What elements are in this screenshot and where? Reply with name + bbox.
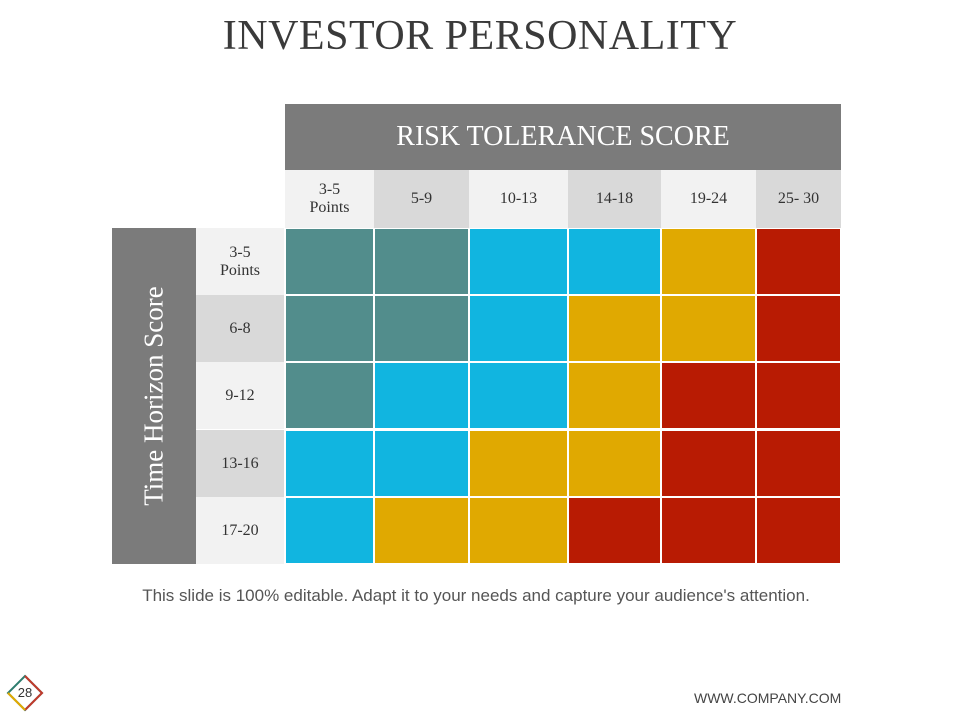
matrix-cell	[661, 295, 756, 362]
matrix-cell	[285, 228, 374, 295]
matrix-cell	[285, 362, 374, 429]
matrix-cell	[469, 228, 568, 295]
matrix-cell	[374, 430, 469, 497]
column-header: 10-13	[469, 170, 568, 228]
row-header: 3-5 Points	[196, 228, 284, 295]
row-header-line2: Points	[219, 261, 260, 279]
column-header: 19-24	[661, 170, 756, 228]
matrix-cell	[469, 362, 568, 429]
page-number-badge-icon	[6, 674, 44, 712]
row-header-line1: 6-8	[229, 319, 251, 337]
matrix-cell	[568, 295, 661, 362]
matrix-cell	[374, 362, 469, 429]
matrix-cell	[374, 228, 469, 295]
matrix-cell	[568, 497, 661, 564]
row-header: 9-12	[196, 362, 284, 429]
column-header: 3-5 Points	[285, 170, 374, 228]
row-header-line1: 13-16	[221, 454, 259, 472]
matrix-cell	[469, 295, 568, 362]
matrix-cell	[568, 430, 661, 497]
col-header-line1: 25- 30	[777, 190, 820, 207]
matrix-cell	[756, 228, 841, 295]
column-header: 25- 30	[756, 170, 841, 228]
col-header-line1: 5-9	[410, 190, 433, 207]
matrix-cell	[661, 228, 756, 295]
row-header: 6-8	[196, 295, 284, 362]
time-horizon-label: Time Horizon Score	[138, 286, 169, 506]
time-horizon-header: Time Horizon Score	[112, 228, 196, 564]
matrix-cell	[568, 362, 661, 429]
matrix-cell	[285, 295, 374, 362]
column-header: 14-18	[568, 170, 661, 228]
row-header-line1: 3-5	[229, 243, 251, 261]
col-header-line1: 19-24	[689, 190, 728, 207]
col-header-line1: 10-13	[499, 190, 538, 207]
row-header-line1: 17-20	[221, 521, 259, 539]
row-header: 13-16	[196, 430, 284, 497]
matrix-cell	[374, 295, 469, 362]
row-header-line1: 9-12	[225, 386, 255, 404]
matrix-cell	[285, 430, 374, 497]
slide-title: INVESTOR PERSONALITY	[222, 13, 738, 59]
matrix-cell	[756, 295, 841, 362]
footer-note: This slide is 100% editable. Adapt it to…	[142, 586, 810, 605]
company-website: WWW.COMPANY.COM	[694, 690, 842, 706]
col-header-line2: Points	[309, 199, 350, 216]
matrix-cell	[374, 497, 469, 564]
risk-tolerance-label: RISK TOLERANCE SCORE	[396, 121, 730, 152]
row-header: 17-20	[196, 497, 284, 564]
matrix-cell	[756, 362, 841, 429]
risk-tolerance-header: RISK TOLERANCE SCORE	[285, 104, 841, 170]
matrix-cell	[661, 497, 756, 564]
matrix-cell	[285, 497, 374, 564]
matrix-cell	[661, 430, 756, 497]
matrix-cell	[469, 430, 568, 497]
matrix-cell	[661, 362, 756, 429]
col-header-line1: 14-18	[595, 190, 634, 207]
column-header: 5-9	[374, 170, 469, 228]
matrix-cell	[469, 497, 568, 564]
page-number: 28	[17, 685, 33, 700]
col-header-line1: 3-5	[318, 181, 341, 198]
matrix-cell	[756, 430, 841, 497]
matrix-cell	[568, 228, 661, 295]
matrix-cell	[756, 497, 841, 564]
